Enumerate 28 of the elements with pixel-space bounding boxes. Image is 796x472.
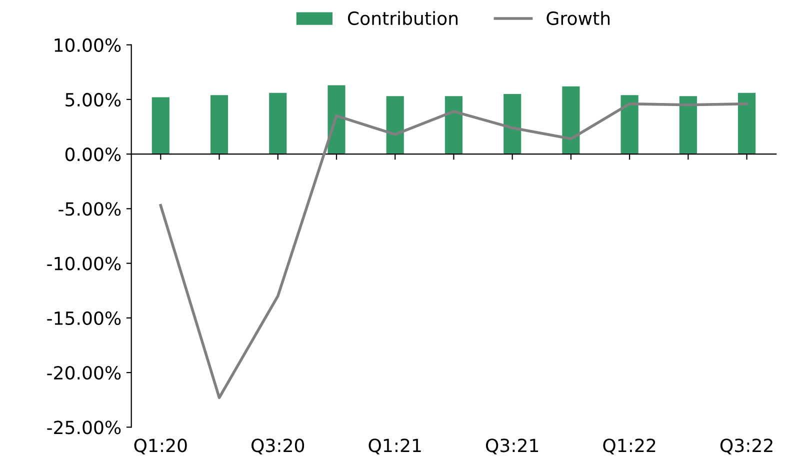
y-tick-label: -10.00%	[47, 256, 121, 270]
y-tick-label: -15.00%	[47, 311, 121, 326]
x-tick-label: Q3:21	[486, 438, 538, 454]
x-tick-label: Q1:20	[134, 438, 187, 454]
x-tick-label: Q1:22	[603, 438, 656, 454]
bar	[562, 86, 580, 154]
line-series	[159, 102, 748, 400]
legend-label: Growth	[546, 11, 610, 26]
y-tick-label: -25.00%	[47, 420, 121, 434]
bar	[444, 96, 463, 154]
bar	[679, 96, 697, 154]
y-tick-label: 5.00%	[66, 92, 121, 107]
bar	[738, 92, 756, 154]
y-tick-label: 0.00%	[65, 148, 121, 162]
legend-label: Contribution	[348, 11, 458, 26]
bar	[386, 96, 404, 154]
x-tick-label: Q3:22	[720, 438, 772, 454]
bar	[620, 95, 638, 154]
x-tick-label: Q1:21	[368, 438, 421, 454]
y-tick-label: 10.00%	[54, 38, 121, 52]
x-tick-label: Q3:20	[252, 438, 304, 454]
bar	[328, 85, 346, 154]
bar	[210, 95, 228, 154]
y-tick-label: -20.00%	[47, 366, 121, 380]
y-tick-label: -5.00%	[58, 202, 121, 216]
bar	[269, 92, 287, 154]
bar	[504, 94, 522, 154]
bar	[152, 97, 170, 154]
